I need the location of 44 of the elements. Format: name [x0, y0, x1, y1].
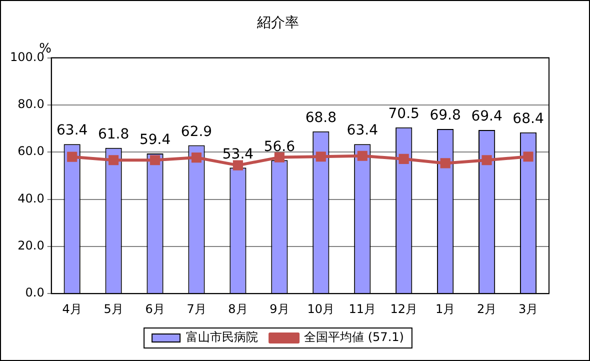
legend-label: 全国平均値 (57.1): [304, 330, 404, 344]
y-tick-label: 20.0: [18, 238, 44, 253]
chart-title: 紹介率: [256, 15, 299, 32]
x-tick-label: 6月: [145, 302, 165, 316]
data-label: 62.9: [180, 124, 212, 140]
data-label: 61.8: [98, 126, 130, 143]
y-tick-label: 80.0: [18, 97, 44, 112]
x-tick-label: 4月: [62, 302, 82, 316]
data-label: 70.5: [388, 106, 420, 122]
x-tick-label: 3月: [518, 302, 538, 316]
point: [191, 152, 202, 163]
point: [108, 155, 119, 166]
x-tick-label: 11月: [348, 302, 376, 316]
data-label: 69.4: [471, 108, 502, 125]
point: [232, 160, 244, 170]
x-tick-label: 2月: [476, 302, 497, 316]
data-label: 68.4: [512, 110, 544, 127]
point: [67, 152, 78, 162]
data-label: 63.4: [346, 122, 378, 139]
x-tick-label: 5月: [104, 302, 124, 316]
point: [274, 152, 284, 162]
point: [523, 152, 534, 162]
point: [440, 158, 450, 168]
point: [398, 154, 409, 164]
x-tick-label: 12月: [390, 302, 418, 316]
data-label: 59.4: [139, 132, 171, 148]
legend-label: 富山市民病院: [186, 330, 258, 344]
x-tick-label: 8月: [228, 302, 248, 316]
data-label: 63.4: [56, 122, 88, 139]
point: [150, 155, 160, 166]
x-tick-label: 1月: [436, 302, 456, 316]
data-label: 68.8: [305, 110, 336, 126]
point: [482, 155, 492, 166]
point: [316, 152, 326, 162]
y-tick-label: 0.0: [25, 286, 44, 300]
x-tick-label: 10月: [307, 302, 335, 316]
data-label: 53.4: [222, 146, 254, 162]
y-tick-label: 60.0: [18, 144, 44, 158]
point: [357, 150, 368, 161]
data-label: 56.6: [264, 138, 296, 155]
y-tick-label: 40.0: [18, 191, 44, 206]
x-tick-label: 9月: [270, 302, 290, 316]
data-label: 69.8: [430, 108, 461, 124]
x-tick-label: 7月: [186, 302, 206, 316]
